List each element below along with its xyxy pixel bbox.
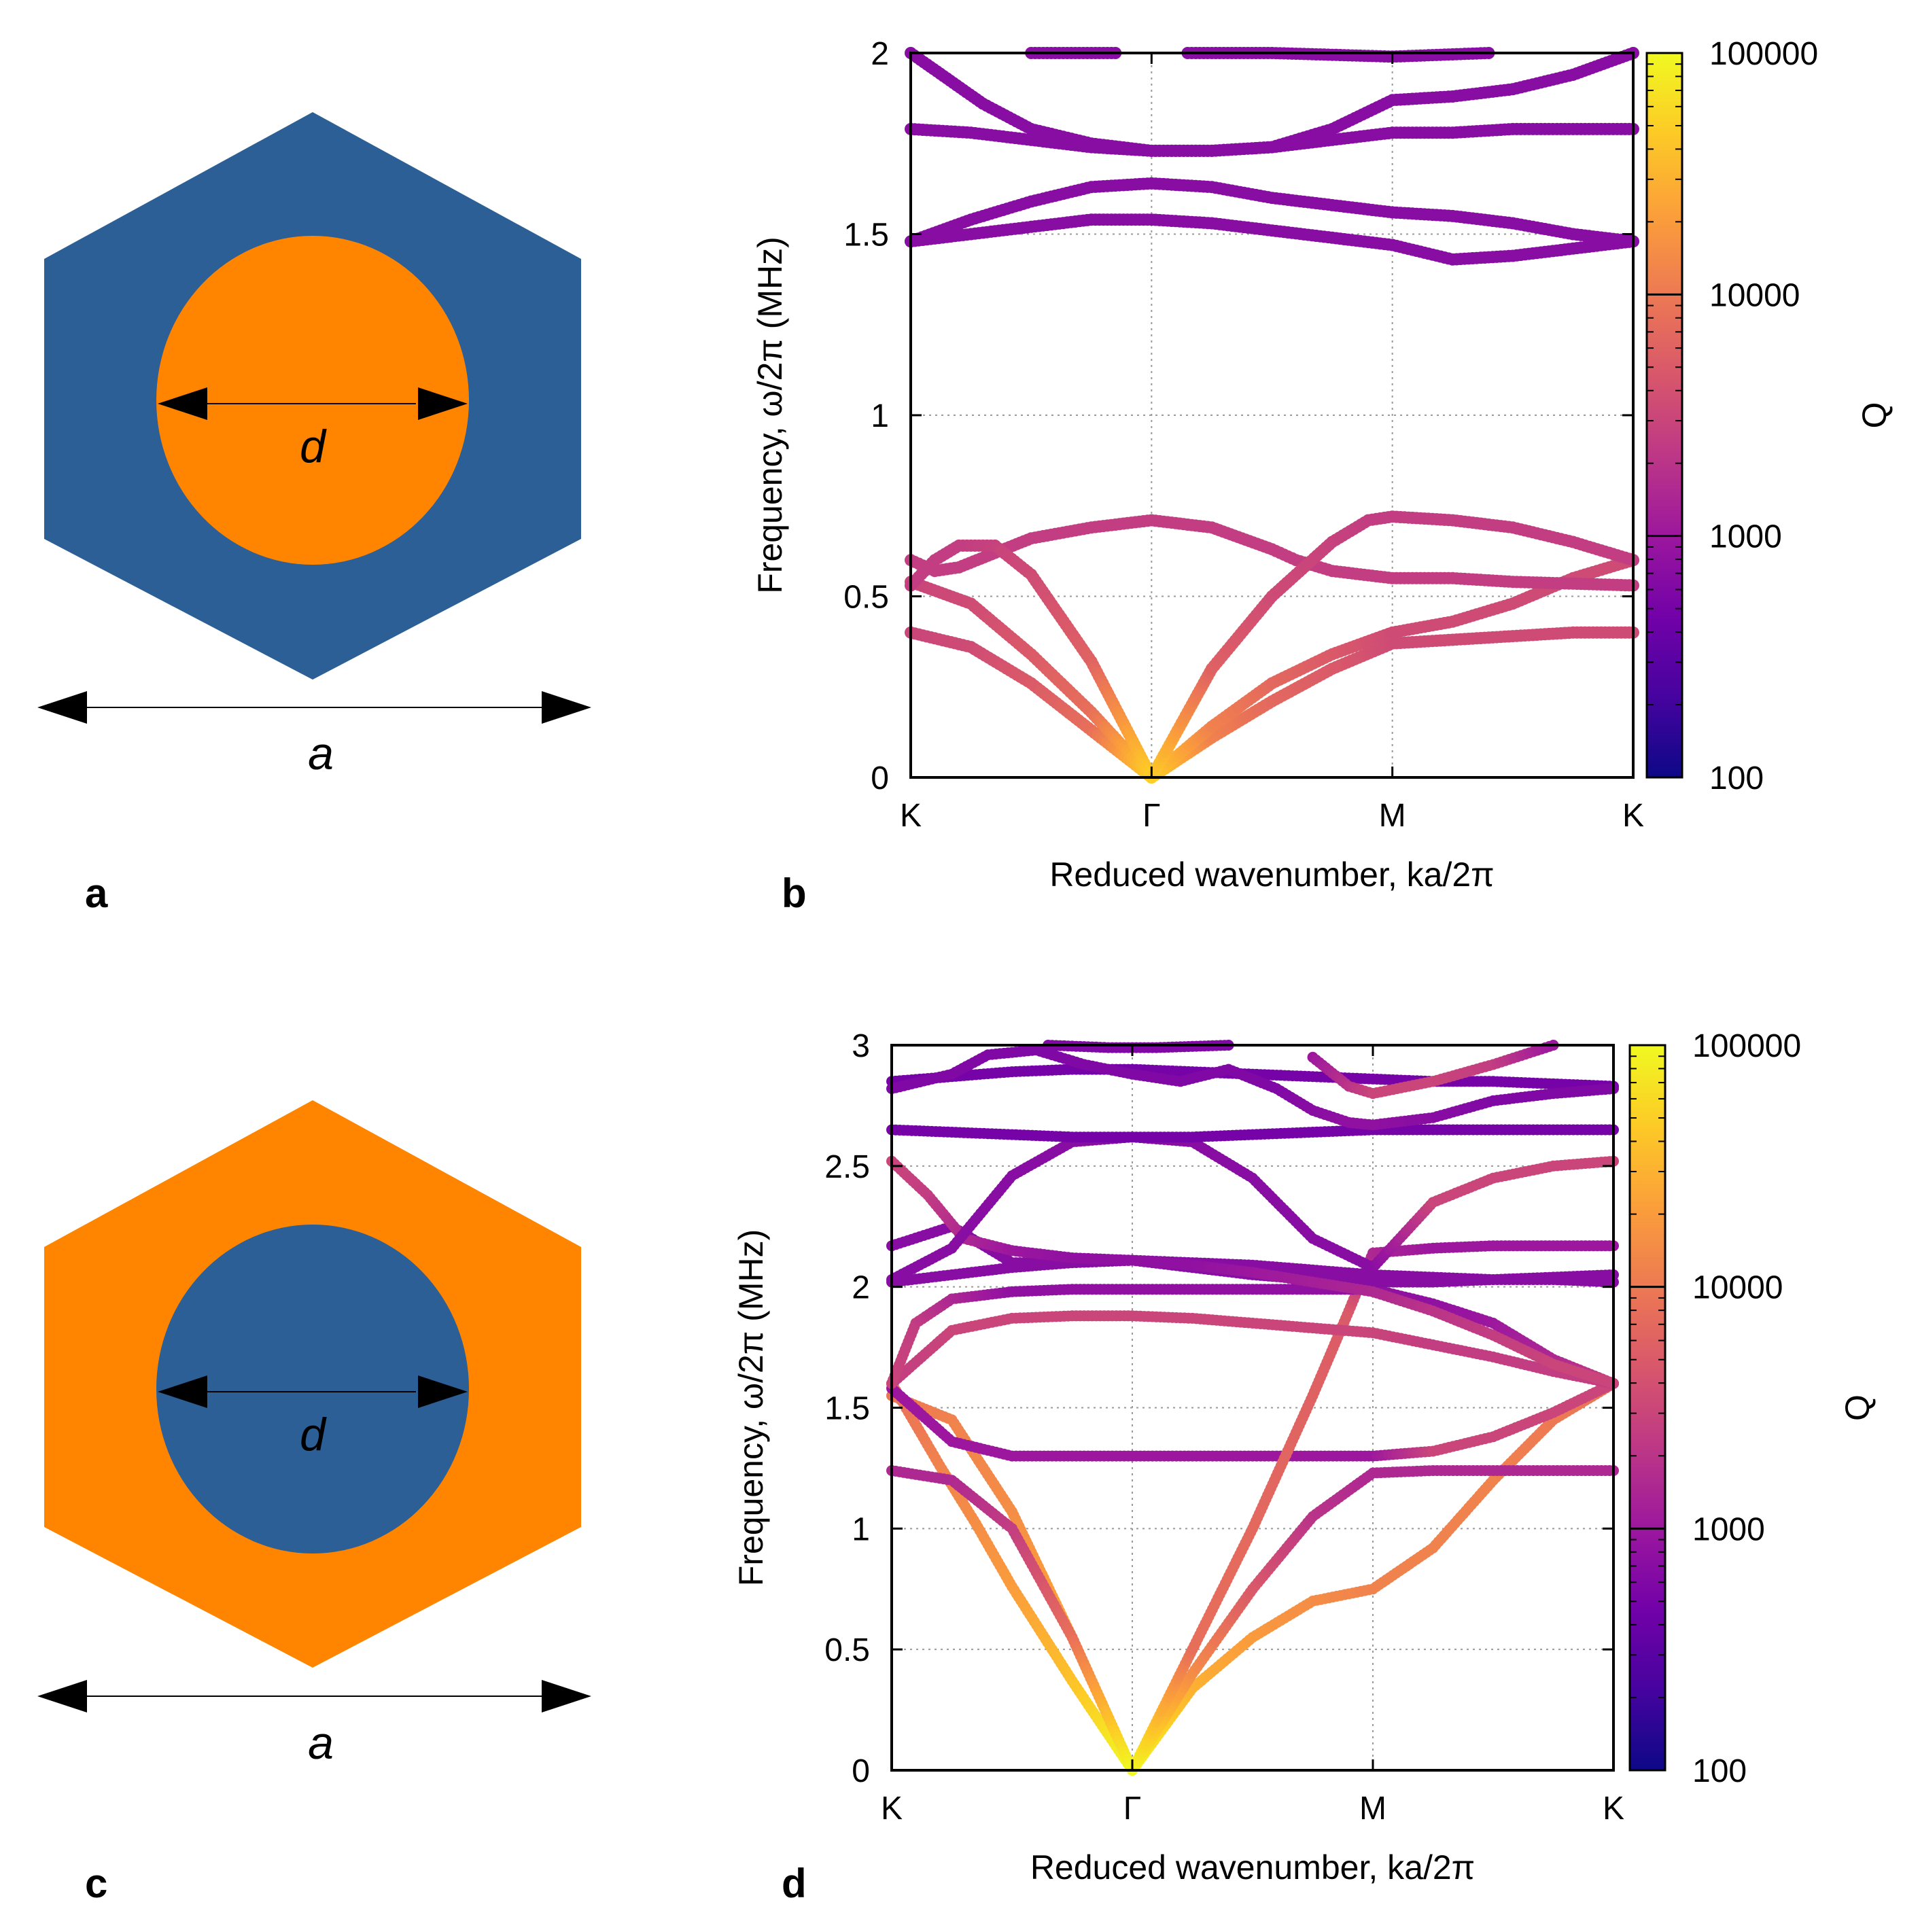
y-tick-label: 2.5 <box>824 1149 870 1185</box>
colorbar-tick-label: 10000 <box>1692 1270 1783 1306</box>
colorbar-tick-label: 1000 <box>1709 519 1782 555</box>
band-series-0 <box>905 626 1639 784</box>
y-axis-label: Frequency, ω/2π (MHz) <box>751 236 789 594</box>
colorbar-tick-label: 100 <box>1709 760 1764 796</box>
y-axis-label: Frequency, ω/2π (MHz) <box>732 1229 770 1587</box>
band-chart-d: 0 0.5 1 1.5 2 2.5 3 K Γ M K Frequency, ω/2π (MHz)… <box>732 1028 1877 1906</box>
band-series-14 <box>1307 1040 1559 1100</box>
band-chart-b: 0 0.5 1 1.5 2 K Γ M K Frequency, ω/2π (MHz) Red… <box>751 36 1893 916</box>
panel-label-b: b <box>782 871 807 916</box>
band-series-1 <box>886 1377 1619 1776</box>
y-tick-label: 0 <box>852 1753 870 1789</box>
x-tick-label: K <box>900 798 922 834</box>
x-tick-label: K <box>1622 798 1644 834</box>
y-tick-label: 2 <box>852 1270 870 1306</box>
y-axis-ticks: 0 0.5 1 1.5 2 <box>843 36 1633 796</box>
colorbar-label: Q <box>1855 402 1893 429</box>
band-series-6 <box>886 1284 1619 1389</box>
y-tick-label: 3 <box>852 1028 870 1064</box>
panel-label-c: c <box>85 1861 107 1906</box>
y-tick-label: 0.5 <box>824 1632 870 1668</box>
y-tick-label: 0.5 <box>843 580 889 616</box>
diameter-arrow <box>158 387 468 420</box>
colorbar-tick-label: 1000 <box>1692 1511 1765 1547</box>
band-series-4 <box>905 213 1639 266</box>
band-points <box>886 1040 1619 1776</box>
y-tick-label: 0 <box>871 760 889 796</box>
inclusion-circle <box>156 1225 469 1553</box>
x-axis-label: Reduced wavenumber, ka/2π <box>1049 856 1494 894</box>
band-series-0 <box>886 1377 1138 1776</box>
x-tick-label: M <box>1359 1791 1386 1827</box>
lattice-constant-arrow <box>37 1680 591 1713</box>
colorbar-gradient <box>1628 1044 1666 1772</box>
band-series-7 <box>905 47 1639 157</box>
y-tick-label: 1.5 <box>843 217 889 253</box>
colorbar: 100 1000 10000 100000 <box>1645 36 1818 796</box>
colorbar-label: Q <box>1838 1394 1877 1421</box>
band-series-3 <box>886 1377 1619 1462</box>
band-series-8 <box>1025 47 1122 59</box>
diameter-label: d <box>300 1409 327 1460</box>
colorbar-tick-label: 100000 <box>1692 1028 1801 1064</box>
colorbar-tick-label: 10000 <box>1709 277 1800 313</box>
band-series-13 <box>886 1044 1619 1131</box>
x-tick-label: K <box>1603 1791 1624 1827</box>
diameter-arrow <box>158 1375 468 1408</box>
band-series-5 <box>905 177 1639 248</box>
x-tick-label: K <box>881 1791 903 1827</box>
colorbar-tick-label: 100 <box>1692 1753 1747 1789</box>
band-series-11 <box>886 1124 1619 1143</box>
colorbar: 100 1000 10000 100000 <box>1628 1028 1801 1789</box>
panel-label-d: d <box>782 1861 807 1906</box>
lattice-constant-arrow <box>37 691 591 724</box>
schematic-c: d a c <box>37 1100 591 1906</box>
y-tick-label: 1 <box>852 1511 870 1547</box>
band-series-9 <box>886 1155 1619 1389</box>
colorbar-tick-label: 100000 <box>1709 36 1818 72</box>
band-series-2 <box>886 1465 1619 1776</box>
panel-label-a: a <box>85 871 108 916</box>
band-series-3 <box>905 510 1639 784</box>
lattice-constant-label: a <box>308 728 334 779</box>
y-tick-label: 1.5 <box>824 1391 870 1427</box>
x-tick-label: M <box>1379 798 1406 834</box>
lattice-constant-label: a <box>308 1717 334 1769</box>
colorbar-gradient <box>1645 52 1683 779</box>
diameter-label: d <box>300 421 327 472</box>
y-tick-label: 2 <box>871 36 889 72</box>
inclusion-circle <box>156 236 469 565</box>
grid-lines <box>892 1045 1613 1770</box>
x-tick-label: Γ <box>1142 798 1160 834</box>
grid-lines <box>911 53 1633 777</box>
y-tick-label: 1 <box>871 398 889 434</box>
x-tick-label: Γ <box>1123 1791 1141 1827</box>
band-series-9 <box>1181 47 1495 63</box>
band-series-10 <box>886 1131 1619 1285</box>
schematic-a: d a a <box>37 112 591 916</box>
y-axis-ticks: 0 0.5 1 1.5 2 2.5 3 <box>824 1028 1613 1789</box>
x-axis-label: Reduced wavenumber, ka/2π <box>1030 1848 1475 1886</box>
band-series-5 <box>886 1310 1619 1389</box>
